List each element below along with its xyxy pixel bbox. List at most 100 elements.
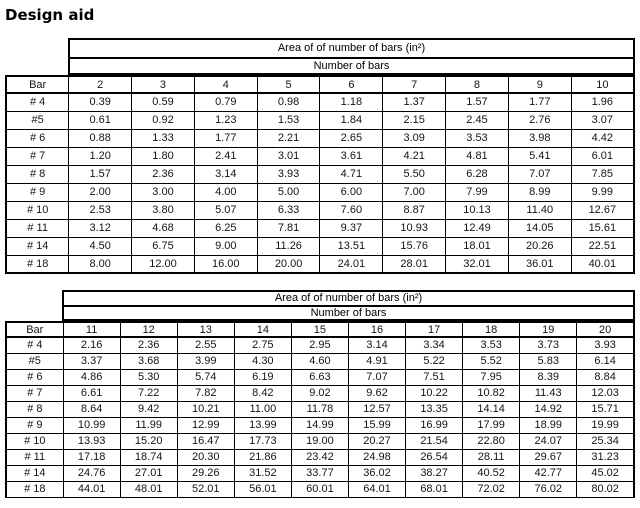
area-value-cell: 27.01 — [119, 464, 178, 482]
column-header-row: Bar 2 3 4 5 6 7 8 9 10 — [5, 75, 635, 94]
area-value-cell: 6.01 — [570, 146, 635, 166]
table-row: # 11 3.12 4.68 6.25 7.81 9.37 10.93 12.49 14.05 1… — [5, 218, 635, 238]
table-row: # 9 2.00 3.00 4.00 5.00 6.00 7.00 7.99 8.99 9.99 — [5, 182, 635, 202]
area-value-cell: 0.92 — [131, 110, 195, 130]
area-value-cell: 15.76 — [382, 236, 447, 256]
area-value-cell: 20.00 — [256, 254, 321, 274]
count-column-header: 4 — [193, 75, 258, 94]
area-value-cell: 3.14 — [193, 164, 258, 184]
area-value-cell: 17.99 — [462, 416, 521, 434]
area-value-cell: 1.18 — [319, 92, 384, 112]
area-value-cell: 1.53 — [256, 110, 321, 130]
area-value-cell: 16.00 — [193, 254, 258, 274]
table-row: # 7 1.20 1.80 2.41 3.01 3.61 4.21 4.81 5.41 6.01 — [5, 146, 635, 166]
area-value-cell: 3.12 — [68, 218, 133, 238]
bar-size-label: # 7 — [5, 384, 64, 402]
bar-size-label: # 8 — [5, 164, 70, 184]
area-value-cell: 24.01 — [319, 254, 384, 274]
area-value-cell: 11.26 — [256, 236, 321, 256]
bar-size-label: # 7 — [5, 146, 70, 166]
area-value-cell: 11.43 — [519, 384, 578, 402]
area-value-cell: 18.99 — [519, 416, 578, 434]
table-row: # 8 1.57 2.36 3.14 3.93 4.71 5.50 6.28 7.07 7.85 — [5, 164, 635, 184]
area-value-cell: 6.63 — [290, 368, 349, 386]
area-value-cell: 3.80 — [131, 200, 195, 220]
area-value-cell: 25.34 — [576, 432, 635, 450]
count-column-header: 14 — [233, 321, 292, 338]
area-value-cell: 20.27 — [347, 432, 407, 450]
area-value-cell: 1.80 — [131, 146, 195, 166]
area-value-cell: 72.02 — [462, 480, 521, 498]
area-value-cell: 1.77 — [507, 92, 572, 112]
area-value-cell: 32.01 — [445, 254, 509, 274]
area-value-cell: 56.01 — [233, 480, 292, 498]
area-value-cell: 9.42 — [119, 400, 178, 418]
count-column-header: 6 — [319, 75, 384, 94]
area-value-cell: 5.74 — [176, 368, 235, 386]
area-value-cell: 4.42 — [570, 128, 635, 148]
area-value-cell: 8.84 — [576, 368, 635, 386]
table-row: # 11 17.18 18.74 20.30 21.86 23.42 24.98 26.54 2… — [5, 448, 635, 466]
area-value-cell: 21.54 — [405, 432, 464, 450]
area-value-cell: 5.30 — [119, 368, 178, 386]
area-value-cell: 6.25 — [193, 218, 258, 238]
area-value-cell: 23.42 — [290, 448, 349, 466]
area-value-cell: 9.02 — [290, 384, 349, 402]
area-value-cell: 1.77 — [193, 128, 258, 148]
area-value-cell: 13.35 — [405, 400, 464, 418]
count-column-header: 2 — [68, 75, 133, 94]
bar-size-label: #5 — [5, 352, 64, 370]
area-value-cell: 20.26 — [507, 236, 572, 256]
area-value-cell: 48.01 — [119, 480, 178, 498]
area-value-cell: 5.22 — [405, 352, 464, 370]
area-value-cell: 9.99 — [570, 182, 635, 202]
area-value-cell: 4.00 — [193, 182, 258, 202]
bar-size-label: # 6 — [5, 368, 64, 386]
area-value-cell: 3.14 — [347, 336, 407, 354]
area-value-cell: 5.50 — [382, 164, 447, 184]
area-value-cell: 16.47 — [176, 432, 235, 450]
count-column-header: 10 — [570, 75, 635, 94]
count-column-header: 19 — [519, 321, 578, 338]
area-value-cell: 11.40 — [507, 200, 572, 220]
count-column-header: 16 — [347, 321, 407, 338]
area-value-cell: 24.76 — [62, 464, 121, 482]
bar-size-label: # 11 — [5, 218, 70, 238]
table-header-block: Area of of number of bars (in²) Number o… — [68, 38, 635, 75]
count-column-header: 13 — [176, 321, 235, 338]
area-value-cell: 42.77 — [519, 464, 578, 482]
area-value-cell: 5.41 — [507, 146, 572, 166]
area-value-cell: 17.73 — [233, 432, 292, 450]
area-value-cell: 22.51 — [570, 236, 635, 256]
area-value-cell: 6.75 — [131, 236, 195, 256]
area-value-cell: 60.01 — [290, 480, 349, 498]
count-column-header: 15 — [290, 321, 349, 338]
area-value-cell: 11.99 — [119, 416, 178, 434]
area-value-cell: 64.01 — [347, 480, 407, 498]
area-value-cell: 18.74 — [119, 448, 178, 466]
count-column-header: 11 — [62, 321, 121, 338]
table-subtitle: Number of bars — [313, 59, 390, 72]
area-value-cell: 19.99 — [576, 416, 635, 434]
area-value-cell: 8.64 — [62, 400, 121, 418]
area-value-cell: 18.01 — [445, 236, 509, 256]
area-value-cell: 6.14 — [576, 352, 635, 370]
area-value-cell: 7.07 — [507, 164, 572, 184]
area-value-cell: 7.22 — [119, 384, 178, 402]
table-row: # 18 8.00 12.00 16.00 20.00 24.01 28.01 32.01 36… — [5, 254, 635, 274]
area-value-cell: 3.99 — [176, 352, 235, 370]
area-value-cell: 7.00 — [382, 182, 447, 202]
area-value-cell: 3.34 — [405, 336, 464, 354]
bar-size-label: # 10 — [5, 200, 70, 220]
area-value-cell: 3.01 — [256, 146, 321, 166]
table-row: # 9 10.99 11.99 12.99 13.99 14.99 15.99 16.99 17… — [5, 416, 635, 434]
area-value-cell: 4.86 — [62, 368, 121, 386]
area-value-cell: 3.37 — [62, 352, 121, 370]
area-value-cell: 7.07 — [347, 368, 407, 386]
bar-column-header: Bar — [5, 321, 64, 338]
area-value-cell: 5.07 — [193, 200, 258, 220]
area-value-cell: 36.02 — [347, 464, 407, 482]
area-value-cell: 17.18 — [62, 448, 121, 466]
area-value-cell: 80.02 — [576, 480, 635, 498]
area-value-cell: 1.37 — [382, 92, 447, 112]
